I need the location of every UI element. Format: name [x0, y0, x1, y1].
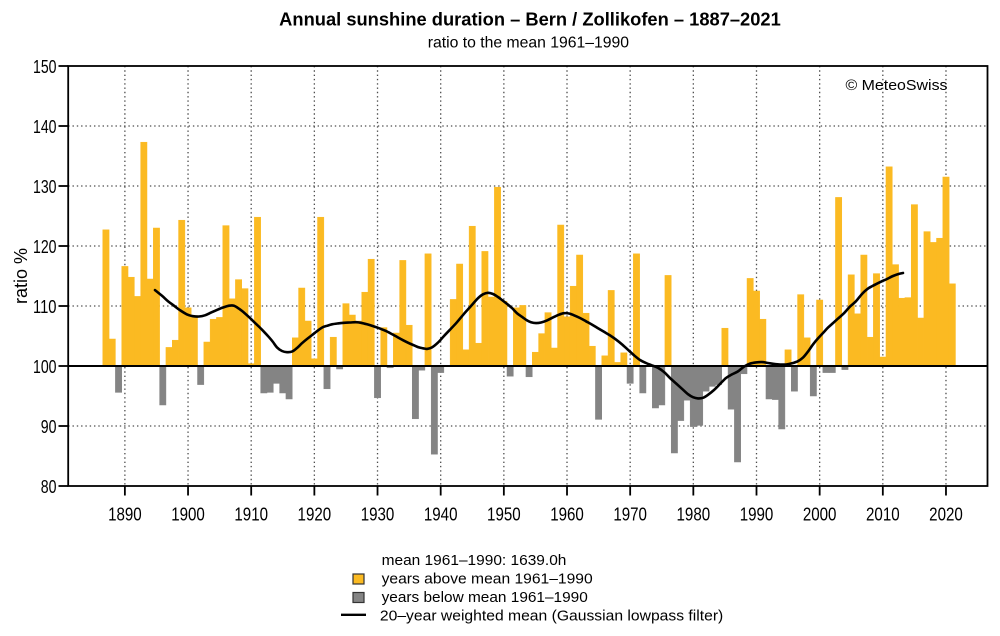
svg-text:90: 90 [41, 417, 57, 437]
svg-text:2000: 2000 [803, 505, 837, 525]
svg-text:ratio %: ratio % [11, 248, 31, 304]
svg-text:120: 120 [33, 237, 57, 257]
svg-text:20–year weighted mean (Gaussia: 20–year weighted mean (Gaussian lowpass … [380, 609, 723, 625]
svg-text:1940: 1940 [424, 505, 458, 525]
svg-text:1890: 1890 [108, 505, 142, 525]
svg-text:1910: 1910 [234, 505, 268, 525]
svg-text:1930: 1930 [361, 505, 395, 525]
svg-text:1950: 1950 [487, 505, 521, 525]
svg-text:years below mean 1961–1990: years below mean 1961–1990 [382, 590, 588, 606]
svg-text:1980: 1980 [677, 505, 711, 525]
svg-text:100: 100 [33, 357, 57, 377]
svg-text:150: 150 [33, 57, 57, 77]
svg-text:2010: 2010 [866, 505, 900, 525]
svg-text:1970: 1970 [613, 505, 647, 525]
svg-text:1990: 1990 [740, 505, 774, 525]
svg-text:ratio to the mean 1961–1990: ratio to the mean 1961–1990 [428, 35, 629, 52]
svg-text:1920: 1920 [298, 505, 332, 525]
svg-text:140: 140 [33, 117, 57, 137]
svg-text:1900: 1900 [171, 505, 205, 525]
svg-text:© MeteoSwiss: © MeteoSwiss [846, 78, 948, 94]
svg-text:80: 80 [41, 477, 57, 497]
svg-text:2020: 2020 [929, 505, 963, 525]
svg-text:mean 1961–1990: 1639.0h: mean 1961–1990: 1639.0h [382, 553, 567, 569]
svg-text:1960: 1960 [550, 505, 584, 525]
svg-text:110: 110 [33, 297, 57, 317]
svg-text:years above mean 1961–1990: years above mean 1961–1990 [382, 572, 593, 588]
svg-text:130: 130 [33, 177, 57, 197]
svg-text:Annual sunshine duration – Ber: Annual sunshine duration – Bern / Zollik… [279, 9, 781, 29]
